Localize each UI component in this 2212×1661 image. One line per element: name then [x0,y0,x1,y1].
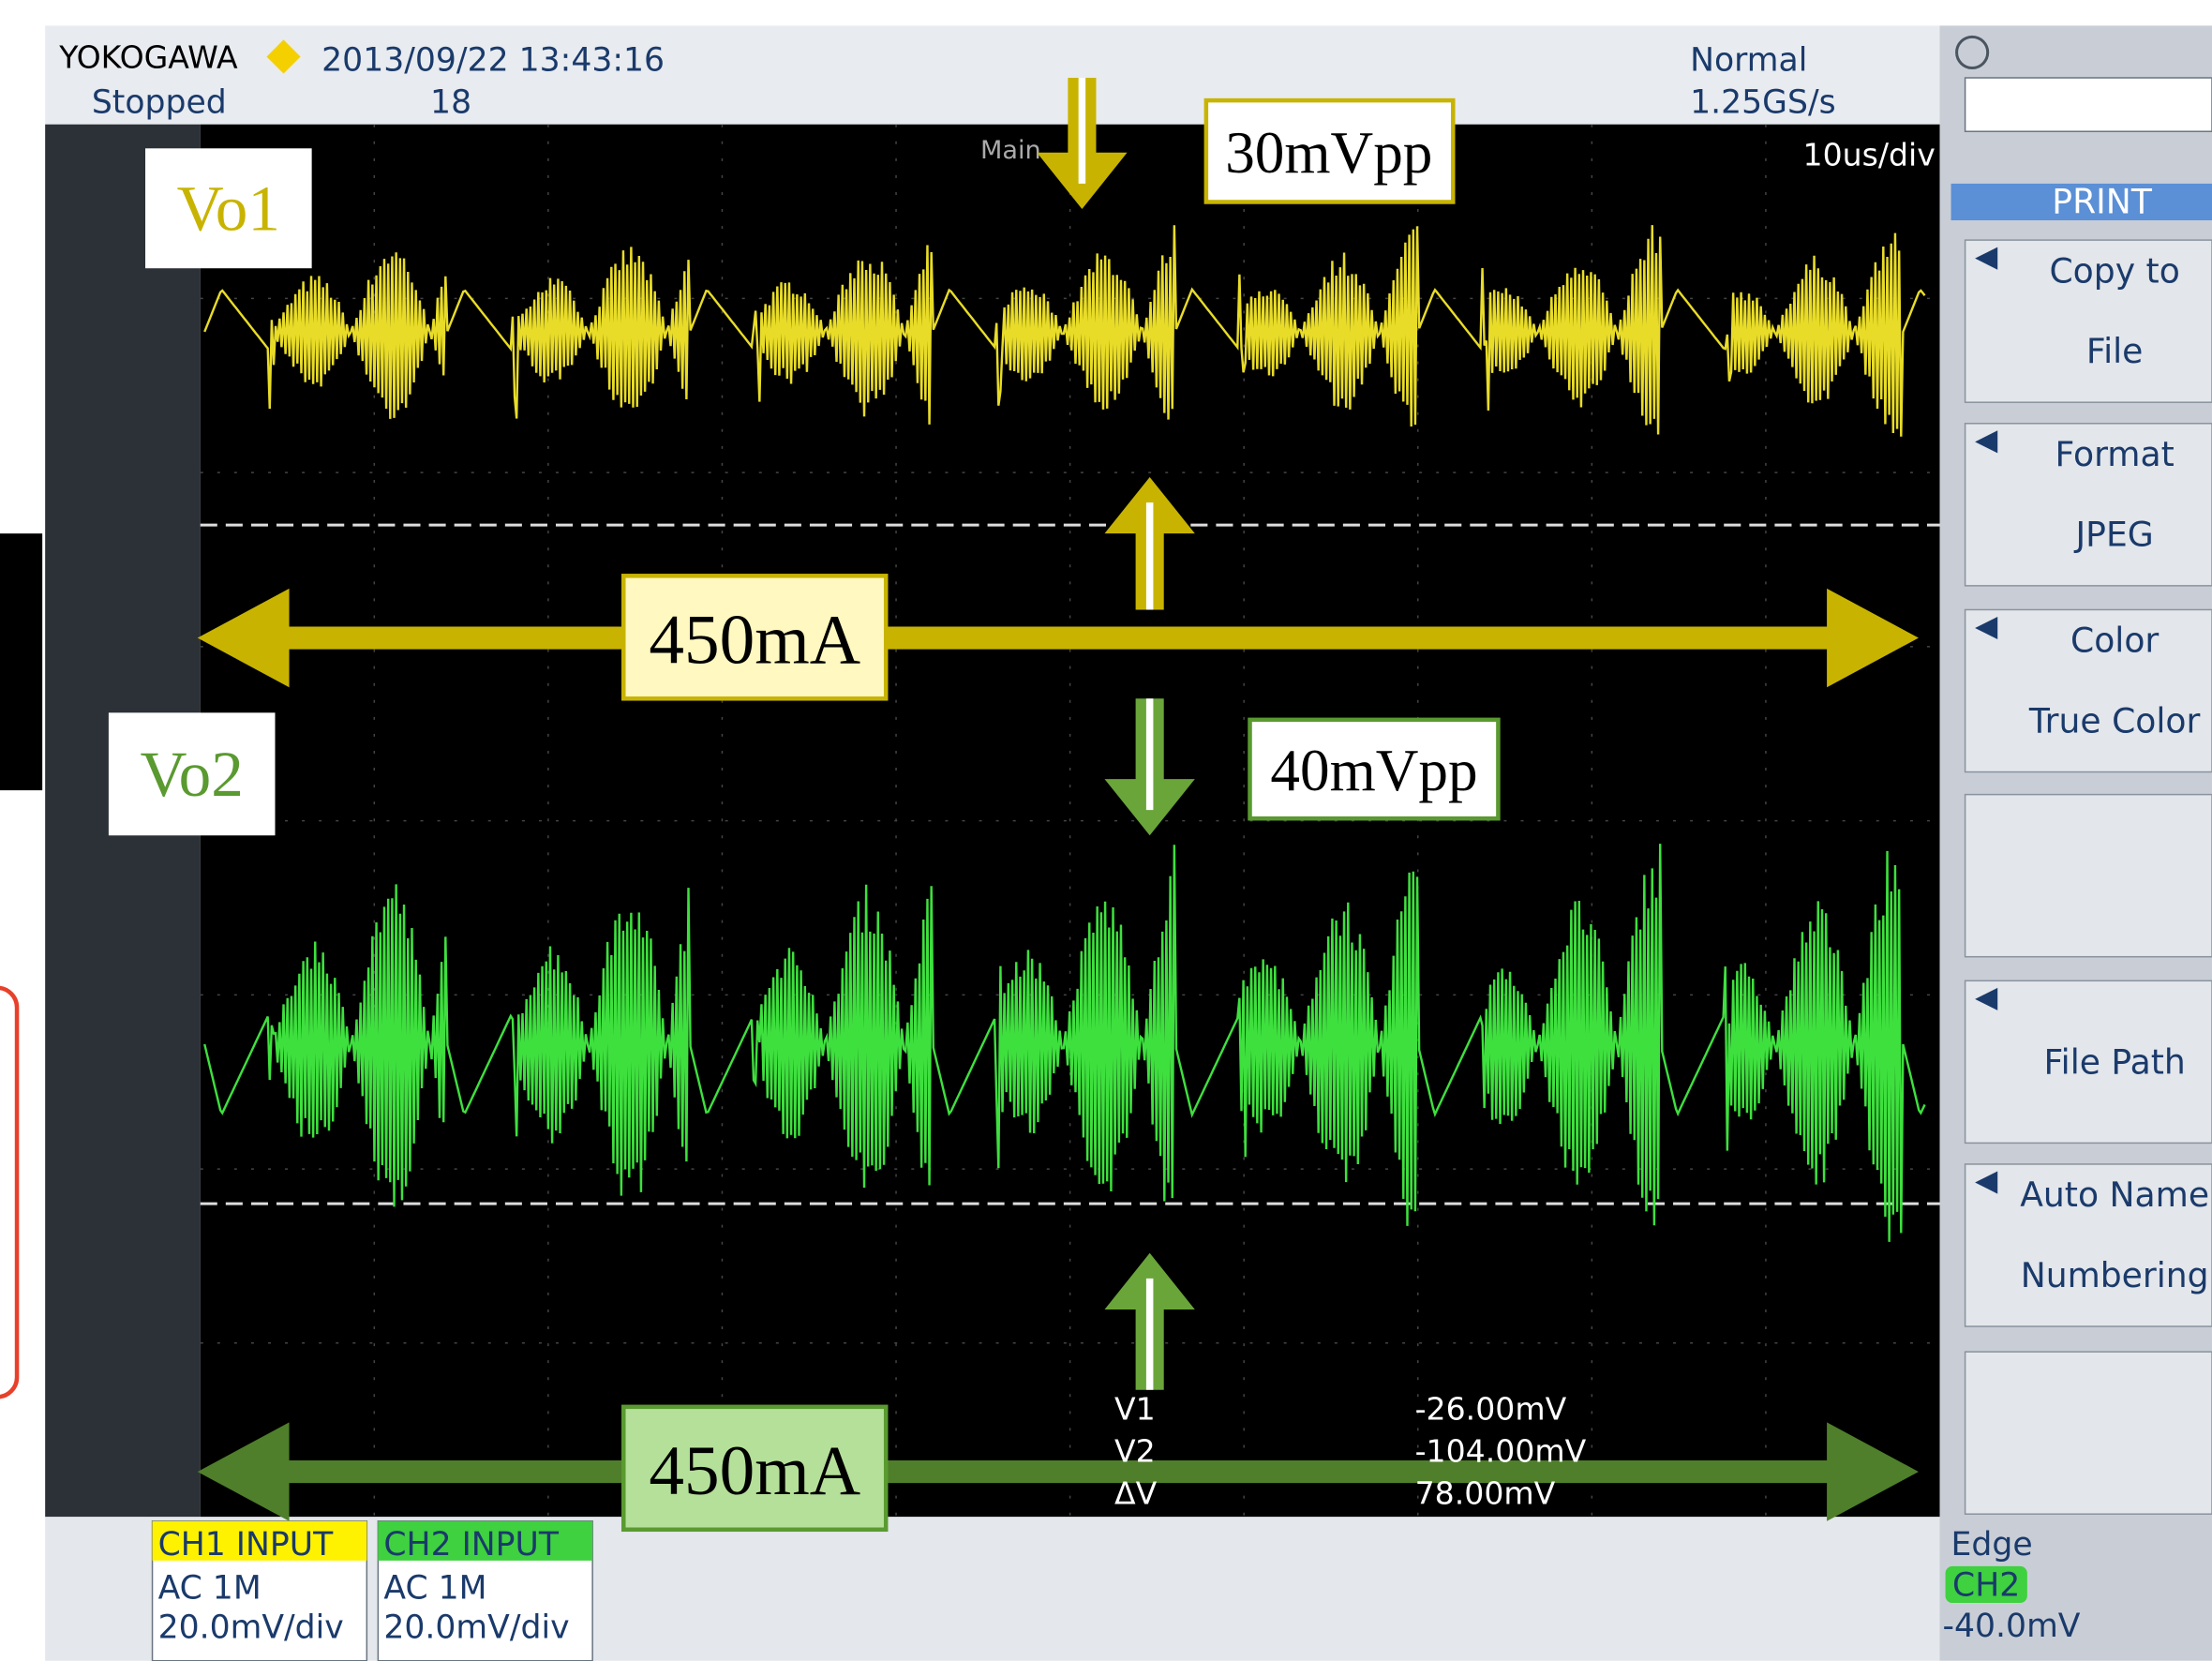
cursor-value: -104.00mV [1415,1433,1587,1470]
cursor-name: V1 [1114,1390,1156,1427]
count: 18 [430,84,471,122]
menu-label: Format [2055,434,2175,474]
brand: YOKOGAWA [58,38,238,75]
channel-coupling: AC 1M [158,1570,262,1608]
ch1-current: 450mA [649,602,860,680]
menu-value: Numbering [2021,1255,2209,1295]
print-menu: PRINT Copy to File Format JPEG Color True Colo… [1951,182,2212,1515]
oscilloscope-screenshot: YOKOGAWA 2013/09/22 13:43:16 Stopped 18 … [0,0,2212,1661]
cursor-name: V2 [1114,1433,1156,1470]
ch2-current: 450mA [649,1432,860,1510]
channel-coupling: AC 1M [383,1570,486,1608]
trigger-mode: Normal [1690,42,1807,80]
menu-label: Copy to [2049,250,2179,291]
menu-label: File Path [2044,1042,2186,1083]
menu-field [1965,78,2212,131]
menu-button[interactable] [1965,795,2212,957]
channel-scale: 20.0mV/div [158,1609,344,1647]
left-bar [0,533,42,790]
ch2-label: Vo2 [141,738,244,810]
sample-rate: 1.25GS/s [1690,84,1836,122]
cursor-value: 78.00mV [1415,1475,1556,1512]
cursor-value: -26.00mV [1415,1390,1567,1427]
channel-title: CH2 INPUT [383,1526,560,1564]
menu-label: Auto Name [2020,1175,2209,1215]
ch1-ripple: 30mVpp [1225,120,1432,186]
menu-title: PRINT [2052,182,2153,222]
status: Stopped [92,84,227,122]
menu-value: JPEG [2074,515,2154,555]
menu-button[interactable] [1965,1352,2212,1514]
menu-label: Color [2070,621,2159,661]
channel-title: CH1 INPUT [158,1526,335,1564]
channel-scale: 20.0mV/div [383,1609,569,1647]
trigger-level: -40.0mV [1943,1608,2081,1645]
ch1-label: Vo1 [177,172,280,245]
trigger-type: Edge [1951,1526,2033,1564]
trigger-source: CH2 [1952,1567,2020,1605]
main-label: Main [980,136,1041,165]
datetime: 2013/09/22 13:43:16 [321,42,665,80]
timebase: 10us/div [1803,136,1936,172]
ch2-ripple: 40mVpp [1270,738,1477,803]
menu-value: True Color [2028,700,2201,741]
cursor-name: ΔV [1114,1475,1158,1512]
menu-value: File [2086,331,2143,371]
